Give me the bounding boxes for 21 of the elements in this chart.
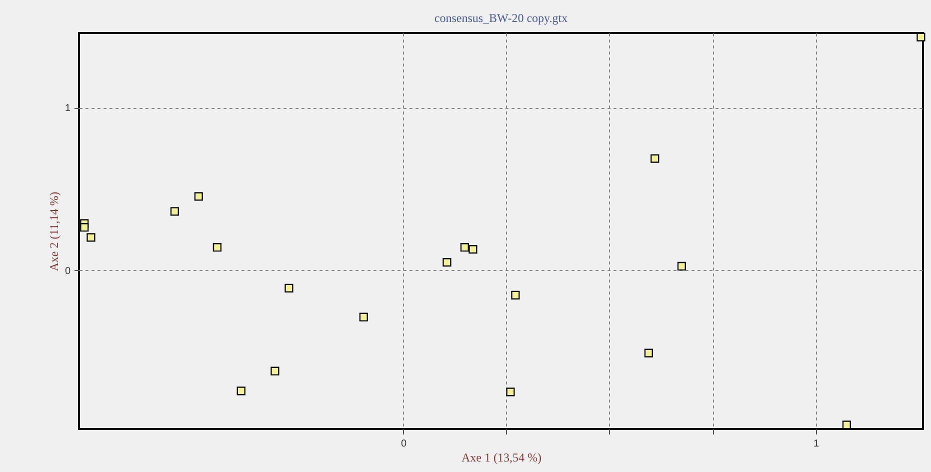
chart-title: consensus_BW-20 copy.gtx — [434, 10, 568, 25]
point — [511, 290, 520, 300]
point — [442, 258, 452, 267]
point — [284, 284, 294, 292]
point — [506, 388, 515, 396]
y-axis-title: Axe 2 (11,14 %) — [46, 192, 61, 272]
point — [468, 244, 478, 254]
point — [460, 243, 470, 252]
point — [212, 243, 222, 252]
point — [359, 312, 368, 322]
point — [270, 366, 280, 376]
point — [80, 223, 89, 232]
point — [916, 32, 926, 42]
point — [677, 262, 686, 271]
point — [194, 192, 203, 201]
point — [86, 233, 96, 242]
x-axis-title: Axe 1 (13,54 %) — [462, 450, 542, 464]
point — [236, 386, 246, 396]
point — [644, 348, 653, 358]
point — [170, 207, 180, 216]
point — [650, 154, 660, 163]
